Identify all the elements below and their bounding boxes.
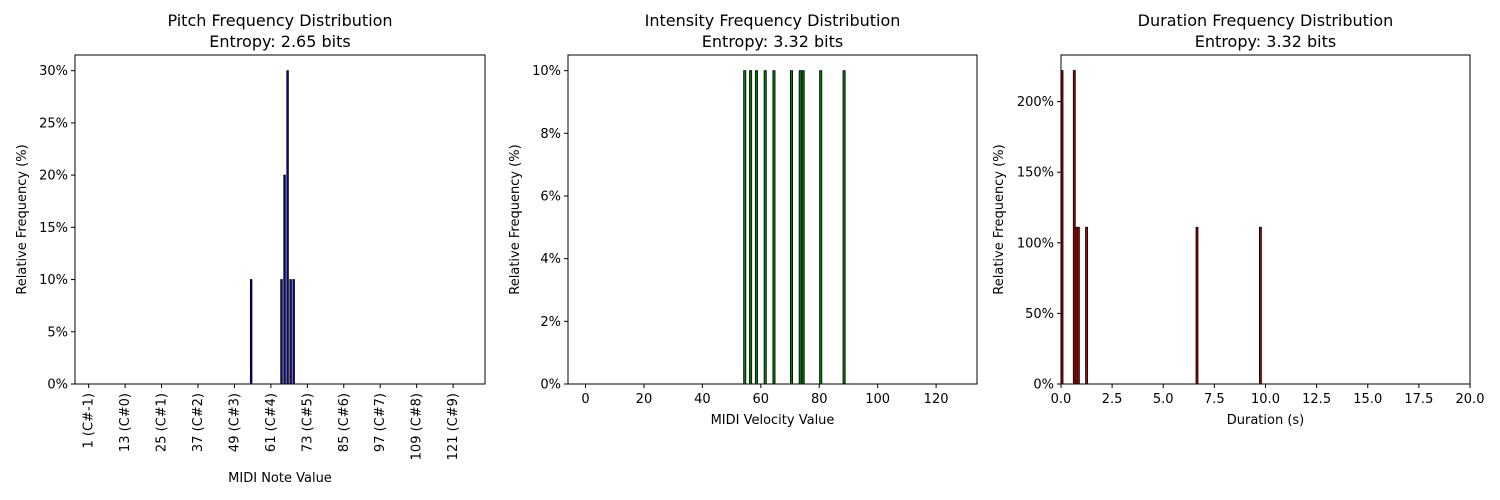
y-tick-label: 25% [39,116,68,131]
plot-frame [567,54,978,385]
y-tick-label: 8% [540,127,561,142]
x-tick-label: 1 (C#-1) [82,393,97,448]
bar [749,70,753,385]
y-tick-label: 4% [540,252,561,267]
chart-title: Duration Frequency Distribution [1138,11,1394,30]
y-tick-label: 20% [39,169,68,184]
y-tick-label: 100% [1017,236,1054,251]
x-tick-label: 20 [636,392,653,407]
plot-frame [1060,54,1471,385]
x-tick-label: 121 (C#9) [446,393,461,460]
bar [1076,226,1080,385]
x-tick-label: 12.5 [1302,392,1331,407]
bar [1258,226,1262,385]
bar [772,70,776,385]
x-tick-label: 25 (C#1) [155,393,170,452]
bar [743,70,747,385]
x-tick-label: 80 [811,392,828,407]
x-tick-label: 61 (C#4) [264,393,279,452]
x-axis-label: MIDI Velocity Value [711,413,835,428]
bar [819,70,823,385]
chart-panel-2: Intensity Frequency Distribution Entropy:… [508,11,978,428]
bar [1085,226,1088,385]
bar [286,70,289,385]
y-axis-label: Relative Frequency (%) [15,144,30,294]
y-tick-label: 50% [1025,307,1054,322]
y-tick-label: 0% [47,378,68,393]
bar [754,70,758,385]
bar [292,279,295,385]
x-tick-label: 60 [753,392,770,407]
bar [842,70,846,385]
y-tick-label: 200% [1017,95,1054,110]
y-tick-label: 5% [47,325,68,340]
x-tick-label: 20.0 [1456,392,1485,407]
y-axis-label: Relative Frequency (%) [992,144,1007,294]
chart-subtitle: Entropy: 3.32 bits [1195,32,1336,51]
y-tick-label: 6% [540,190,561,205]
x-tick-label: 120 [924,392,949,407]
x-tick-label: 5.0 [1153,392,1174,407]
x-tick-label: 109 (C#8) [410,393,425,460]
y-tick-label: 0% [540,378,561,393]
chart-subtitle: Entropy: 2.65 bits [209,32,350,51]
y-axis-label: Relative Frequency (%) [508,144,523,294]
x-tick-label: 10.0 [1251,392,1280,407]
y-tick-label: 2% [540,315,561,330]
x-tick-label: 85 (C#6) [337,393,352,452]
chart-panel-1: Pitch Frequency Distribution Entropy: 2.6… [15,11,486,486]
x-tick-label: 100 [865,392,890,407]
bar [763,70,767,385]
x-tick-label: 0 [581,392,589,407]
x-tick-label: 2.5 [1102,392,1123,407]
chart-panel-3: Duration Frequency Distribution Entropy: … [992,11,1484,428]
bar [280,279,283,385]
x-tick-label: 40 [694,392,711,407]
x-tick-label: 7.5 [1204,392,1225,407]
bar [249,279,253,385]
bar [801,70,805,385]
x-tick-label: 37 (C#2) [191,393,206,452]
x-axis-label: MIDI Note Value [228,471,332,486]
bar [1195,226,1199,385]
x-tick-label: 97 (C#7) [373,393,388,452]
y-tick-label: 150% [1017,166,1054,181]
x-axis-label: Duration (s) [1227,413,1305,428]
x-tick-label: 15.0 [1353,392,1382,407]
bar [798,70,802,385]
y-tick-label: 15% [39,221,68,236]
x-tick-label: 17.5 [1404,392,1433,407]
y-tick-label: 10% [532,64,561,79]
x-tick-label: 73 (C#5) [300,393,315,452]
x-tick-label: 49 (C#3) [227,393,242,452]
y-tick-label: 0% [1033,378,1054,393]
plot-frame [74,54,486,385]
y-tick-label: 10% [39,273,68,288]
bar [789,70,793,385]
x-tick-label: 13 (C#0) [118,393,133,452]
chart-title: Intensity Frequency Distribution [645,11,901,30]
x-tick-label: 0.0 [1051,392,1072,407]
bar [283,174,286,385]
chart-title: Pitch Frequency Distribution [167,11,392,30]
y-tick-label: 30% [39,64,68,79]
chart-subtitle: Entropy: 3.32 bits [702,32,843,51]
bar [289,279,292,385]
